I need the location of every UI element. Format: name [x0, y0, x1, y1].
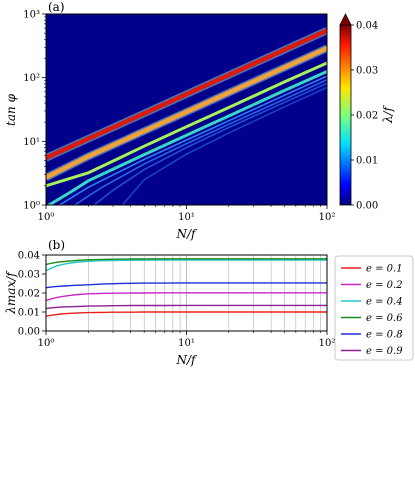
ridge-line-1 [46, 45, 327, 180]
colorbar-tick-label: 0.01 [356, 156, 378, 167]
legend-label-4: e = 0.8 [366, 330, 403, 341]
colorbar: 0.00 0.01 0.02 0.03 0.04 λ/f [339, 13, 395, 212]
line-plot-y-tick-label: 0.03 [18, 270, 40, 281]
panel-b: 10⁰ 10¹ 10² 0.00 0.01 0.02 0.03 0.04 (b) N/f λm… [4, 238, 414, 367]
line-plot-y-label: λmax/f [4, 270, 18, 315]
series-line-2 [46, 259, 327, 272]
colorbar-tick-label: 0.03 [356, 66, 378, 77]
legend-label-5: e = 0.9 [366, 346, 403, 357]
series-line-4 [46, 282, 327, 289]
colorbar-ticks: 0.00 0.01 0.02 0.03 0.04 [351, 21, 378, 212]
legend-label-0: e = 0.1 [366, 264, 403, 275]
colorbar-gradient [339, 24, 352, 206]
line-plot-y-tick-label: 0.00 [18, 327, 40, 338]
heatmap-ticks: 10⁰ 10¹ 10² 10⁰ 10¹ 10² 10³ [23, 10, 335, 224]
heatmap-y-tick-label: 10¹ [23, 137, 40, 148]
heatmap-y-tick-label: 10² [23, 73, 40, 84]
heatmap-ridges [46, 27, 327, 205]
series-line-5 [46, 304, 327, 310]
panel-a-label: (a) [48, 0, 65, 14]
legend: e = 0.1 e = 0.2 e = 0.4 e = 0.6 e = 0.8 e = 0… [334, 255, 414, 361]
heatmap-x-tick-label: 10² [319, 212, 336, 223]
line-plot-x-tick-label: 10² [319, 338, 336, 349]
colorbar-label: λ/f [381, 104, 395, 124]
ridge-line-4 [58, 75, 327, 205]
line-plot-x-label: N/f [176, 353, 199, 367]
line-plot-x-tick-label: 10¹ [178, 338, 195, 349]
line-plot-series [46, 258, 327, 317]
series-line-1 [46, 292, 327, 302]
line-plot-y-tick-label: 0.04 [18, 251, 40, 262]
legend-items: e = 0.1 e = 0.2 e = 0.4 e = 0.6 e = 0.8 e = 0… [341, 264, 403, 357]
ridge-line-7 [121, 86, 327, 205]
heatmap-y-label: tan φ [4, 93, 18, 126]
line-plot-ticks: 10⁰ 10¹ 10² 0.00 0.01 0.02 0.03 0.04 [18, 251, 336, 350]
ridge-line-5 [73, 78, 327, 205]
colorbar-tick-label: 0.02 [356, 111, 378, 122]
heatmap-y-tick-label: 10⁰ [23, 201, 40, 212]
colorbar-tick-label: 0.00 [356, 201, 378, 212]
ridge-line-3 [47, 70, 327, 205]
line-plot-y-tick-label: 0.01 [18, 308, 40, 319]
legend-label-1: e = 0.2 [366, 280, 403, 291]
line-plot-y-tick-label: 0.02 [18, 289, 40, 300]
heatmap-y-tick-label: 10³ [23, 10, 40, 21]
line-plot-x-tick-label: 10⁰ [38, 338, 55, 349]
ridge-line-0 [46, 28, 327, 161]
heatmap-x-tick-label: 10⁰ [38, 212, 55, 223]
ridge-line-2 [46, 61, 327, 188]
colorbar-tick-label: 0.04 [356, 21, 378, 32]
heatmap-x-tick-label: 10¹ [178, 212, 195, 223]
ridge-line-6 [93, 82, 327, 205]
panel-a: 10⁰ 10¹ 10² 10⁰ 10¹ 10² 10³ (a) N/f tan φ 0.00… [4, 0, 395, 241]
legend-label-2: e = 0.4 [366, 297, 403, 308]
series-line-0 [46, 311, 327, 317]
legend-label-3: e = 0.6 [366, 313, 403, 324]
heatmap-x-label: N/f [176, 227, 199, 241]
series-line-3 [46, 258, 327, 266]
panel-b-label: (b) [48, 238, 65, 252]
colorbar-extend-arrow [339, 13, 352, 26]
